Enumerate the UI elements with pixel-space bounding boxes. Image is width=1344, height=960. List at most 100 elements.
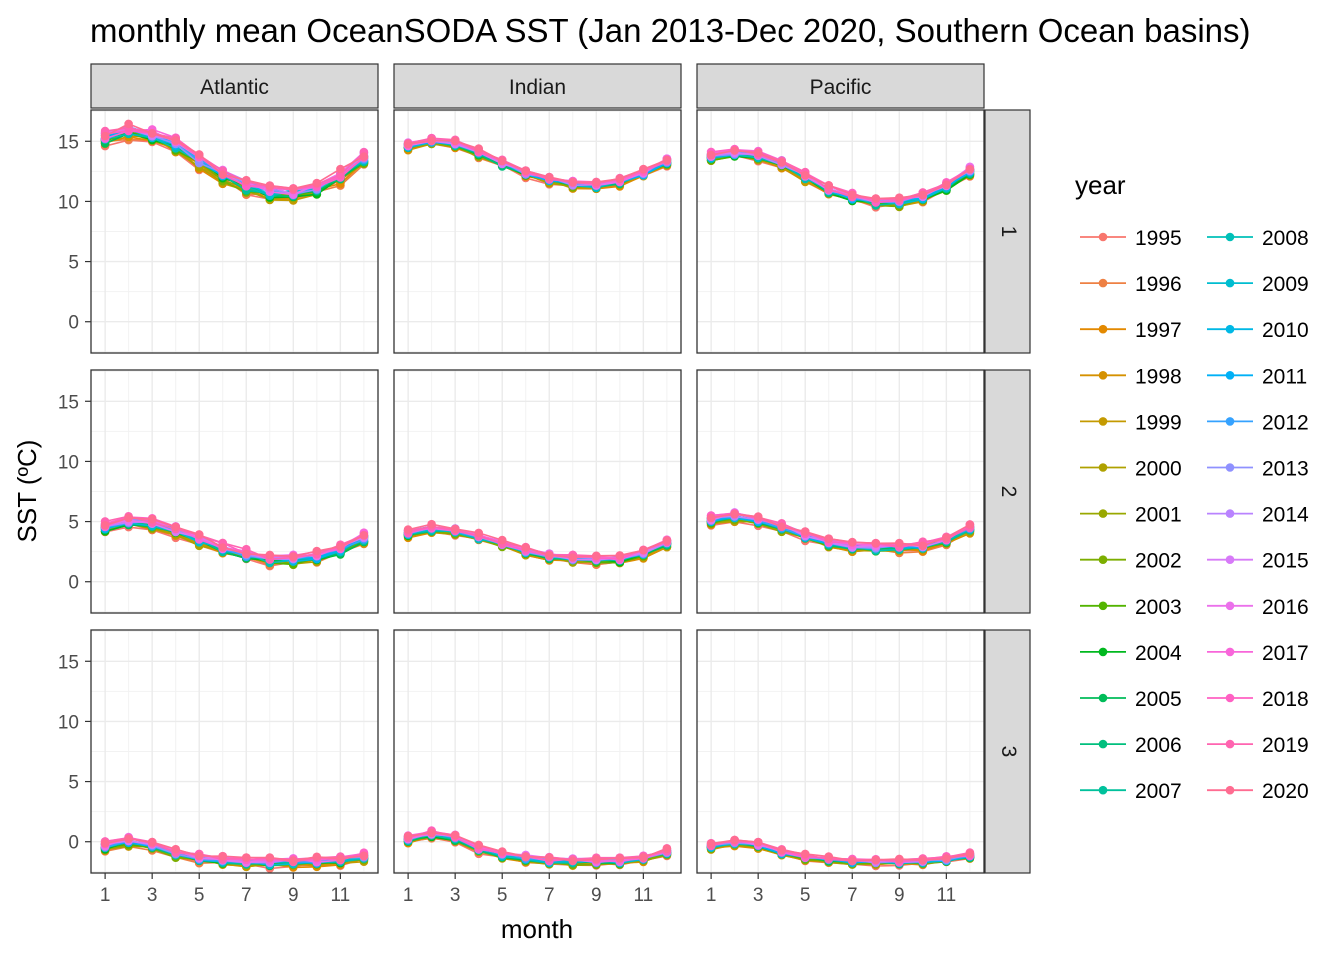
data-point	[895, 193, 904, 202]
data-point	[965, 165, 975, 174]
data-point	[289, 856, 298, 865]
data-point	[427, 828, 436, 838]
data-point	[336, 170, 345, 180]
data-point	[450, 831, 460, 840]
legend-label: 2014	[1262, 504, 1309, 527]
data-point	[895, 854, 904, 864]
data-point	[450, 136, 460, 146]
y-tick-label: 15	[58, 132, 79, 153]
panel-border	[696, 629, 985, 874]
data-point	[639, 545, 648, 555]
panel-pacific-1	[696, 109, 985, 354]
series-2020	[100, 513, 369, 561]
legend-label: 2005	[1135, 688, 1182, 711]
y-tick-label: 0	[68, 833, 79, 854]
data-point	[312, 852, 322, 862]
y-tick-label: 0	[68, 573, 79, 594]
data-point	[124, 119, 133, 129]
legend-item-2005: 2005	[1080, 688, 1182, 711]
data-point	[615, 551, 625, 560]
panel-atlantic-1: 0 5 10 15	[58, 109, 379, 354]
data-point	[871, 855, 881, 865]
data-point	[497, 156, 507, 166]
y-tick-label: 5	[68, 773, 79, 794]
legend-item-2016: 2016	[1207, 596, 1309, 619]
data-point	[592, 177, 601, 187]
data-point	[753, 512, 763, 521]
data-point	[848, 537, 857, 547]
data-point	[800, 171, 810, 180]
legend-key-point	[1225, 739, 1235, 749]
column-strip-background	[393, 63, 682, 109]
y-tick-label: 0	[68, 313, 79, 334]
series-2020	[403, 519, 672, 562]
legend-label: 1999	[1135, 411, 1182, 434]
data-point	[568, 553, 578, 562]
legend: year 1995 1996 1997 1998 1999 2000 2001 2002 200…	[1075, 170, 1309, 803]
x-tick-label: 11	[633, 885, 653, 906]
legend-label: 2000	[1135, 458, 1182, 481]
x-tick-label: 1	[403, 885, 414, 906]
data-point	[359, 152, 369, 161]
data-point	[403, 831, 413, 841]
row-strip-label: 1	[997, 226, 1020, 238]
legend-item-2012: 2012	[1207, 411, 1309, 434]
x-tick-label: 9	[288, 885, 299, 906]
legend-item-2010: 2010	[1207, 319, 1309, 342]
legend-item-2008: 2008	[1207, 227, 1309, 250]
data-point	[242, 549, 251, 559]
data-point	[568, 856, 578, 866]
data-point	[615, 174, 625, 184]
data-point	[312, 546, 322, 556]
data-point	[336, 164, 345, 174]
legend-key-point	[1225, 463, 1235, 472]
legend-label: 2016	[1262, 596, 1309, 619]
y-axis-title: SST (ºC)	[12, 440, 42, 543]
legend-label: 2011	[1262, 365, 1307, 388]
panel-atlantic-2: 0 5 10 15	[58, 369, 379, 614]
x-tick-label: 9	[591, 885, 602, 906]
data-point	[218, 543, 227, 552]
legend-item-2002: 2002	[1080, 550, 1182, 573]
x-tick-label: 3	[147, 885, 158, 906]
legend-key-point	[1098, 371, 1108, 380]
data-point	[942, 180, 951, 190]
data-point	[427, 519, 436, 529]
data-point	[124, 834, 133, 844]
legend-label: 2018	[1262, 688, 1309, 711]
x-tick-label: 11	[936, 885, 956, 906]
data-point	[662, 844, 672, 853]
legend-key-point	[1225, 509, 1235, 518]
panel-border	[696, 109, 985, 354]
panel-indian-2	[393, 369, 682, 614]
data-point	[545, 172, 554, 182]
data-point	[336, 542, 345, 551]
x-axis-title: month	[501, 914, 573, 944]
data-point	[147, 514, 157, 524]
legend-key-point	[1225, 371, 1235, 380]
series-2020	[100, 119, 369, 193]
legend-key-point	[1098, 509, 1108, 518]
legend-item-2006: 2006	[1080, 734, 1182, 757]
legend-item-2019: 2019	[1207, 734, 1309, 757]
legend-item-2015: 2015	[1207, 550, 1309, 573]
legend-key-point	[1098, 693, 1108, 703]
legend-key-point	[1098, 278, 1108, 288]
legend-key-point	[1225, 693, 1235, 703]
legend-label: 1997	[1135, 319, 1182, 342]
legend-key-point	[1098, 555, 1108, 564]
data-point	[730, 146, 739, 155]
data-point	[800, 527, 810, 536]
data-point	[194, 851, 204, 861]
x-tick-label: 5	[800, 885, 811, 906]
legend-label: 2007	[1135, 780, 1182, 803]
legend-item-2000: 2000	[1080, 458, 1182, 481]
data-point	[706, 839, 716, 848]
row-strip-background	[984, 369, 1031, 614]
series-2020	[706, 509, 975, 551]
data-point	[706, 513, 716, 523]
x-tick-label: 11	[330, 885, 350, 906]
y-tick-label: 5	[68, 253, 79, 274]
legend-label: 2008	[1262, 227, 1309, 250]
panel-border	[696, 369, 985, 614]
